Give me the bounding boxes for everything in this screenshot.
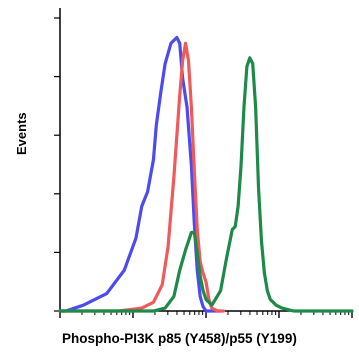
x-axis-label: Phospho-PI3K p85 (Y458)/p55 (Y199): [62, 331, 297, 346]
series-green-line: [58, 56, 354, 313]
y-ticks: [54, 17, 60, 312]
series-red-line: [58, 41, 226, 313]
series-group: [58, 35, 354, 313]
y-axis: [54, 8, 61, 312]
y-axis-label: Events: [14, 112, 29, 155]
series-blue-line: [58, 35, 223, 313]
